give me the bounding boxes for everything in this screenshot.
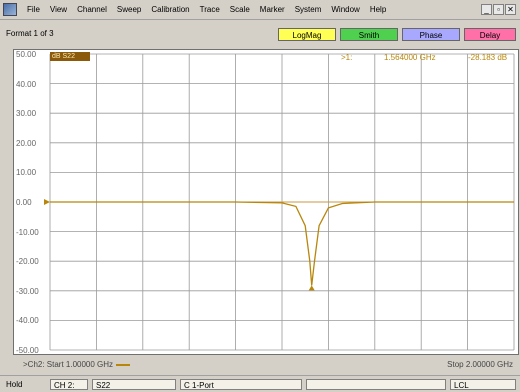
reference-arrow-icon <box>44 199 50 205</box>
channel-info-row: >Ch2: Start 1.00000 GHz Stop 2.00000 GHz <box>13 358 519 370</box>
y-axis-label: -50.00 <box>16 346 39 355</box>
y-axis-label: 10.00 <box>16 168 37 178</box>
menu-list: File View Channel Sweep Calibration Trac… <box>22 5 391 14</box>
marker-1-icon <box>308 285 315 291</box>
marker-value: -28.183 dB <box>468 53 508 62</box>
plot-canvas <box>44 53 515 351</box>
menu-marker[interactable]: Marker <box>259 5 285 14</box>
menu-bar: File View Channel Sweep Calibration Trac… <box>0 0 520 20</box>
status-param: S22 <box>92 379 176 390</box>
menu-scale[interactable]: Scale <box>229 5 250 14</box>
menu-window[interactable]: Window <box>331 5 360 14</box>
y-axis-label: -40.00 <box>16 316 39 326</box>
y-axis-label: -20.00 <box>16 257 39 267</box>
sweep-stop: Stop 2.00000 GHz <box>447 360 513 369</box>
sweep-start: >Ch2: Start 1.00000 GHz <box>23 360 131 369</box>
marker-id: >1: <box>341 53 353 62</box>
menu-view[interactable]: View <box>49 5 68 14</box>
trace-line <box>50 201 514 286</box>
measurement-plot[interactable]: 50.00 40.00 30.00 20.00 10.00 0.00 -10.00 -20.0… <box>13 49 519 355</box>
menu-calibration[interactable]: Calibration <box>151 5 190 14</box>
format-label: Format 1 of 3 <box>6 29 54 38</box>
y-axis-label: -30.00 <box>16 286 39 296</box>
restore-icon[interactable]: ▫ <box>493 4 504 15</box>
phase-button[interactable]: Phase <box>402 28 460 41</box>
y-axis-label: 50.00 <box>16 50 37 59</box>
window-controls: _ ▫ ✕ <box>481 4 516 15</box>
menu-help[interactable]: Help <box>369 5 387 14</box>
close-icon[interactable]: ✕ <box>505 4 516 15</box>
y-axis-label: 20.00 <box>16 138 37 148</box>
sweep-start-text: >Ch2: Start 1.00000 GHz <box>23 360 114 369</box>
app-icon[interactable] <box>3 3 17 16</box>
trace-tag: dB S22 <box>50 52 90 61</box>
status-blank <box>306 379 446 390</box>
logmag-button[interactable]: LogMag <box>278 28 336 41</box>
status-bar: Hold CH 2: S22 C 1-Port LCL <box>0 375 520 392</box>
menu-system[interactable]: System <box>294 5 322 14</box>
menu-channel[interactable]: Channel <box>77 5 107 14</box>
minimize-icon[interactable]: _ <box>481 4 492 15</box>
y-axis-label: 30.00 <box>16 109 37 119</box>
delay-button[interactable]: Delay <box>464 28 516 41</box>
menu-sweep[interactable]: Sweep <box>116 5 142 14</box>
y-axis-label: 0.00 <box>16 198 32 207</box>
format-toolbar: Format 1 of 3 LogMag Smith Phase Delay <box>0 25 520 43</box>
marker-frequency: 1.564000 GHz <box>384 53 436 62</box>
status-channel: CH 2: <box>50 379 88 390</box>
status-remote: LCL <box>450 379 516 390</box>
menu-trace[interactable]: Trace <box>199 5 220 14</box>
y-axis-label: -10.00 <box>16 227 39 237</box>
menu-file[interactable]: File <box>27 5 40 14</box>
trace-legend-icon <box>116 363 131 366</box>
y-axis-label: 40.00 <box>16 79 37 89</box>
status-state: Hold <box>6 380 23 389</box>
status-cal: C 1-Port <box>180 379 302 390</box>
smith-button[interactable]: Smith <box>340 28 398 41</box>
